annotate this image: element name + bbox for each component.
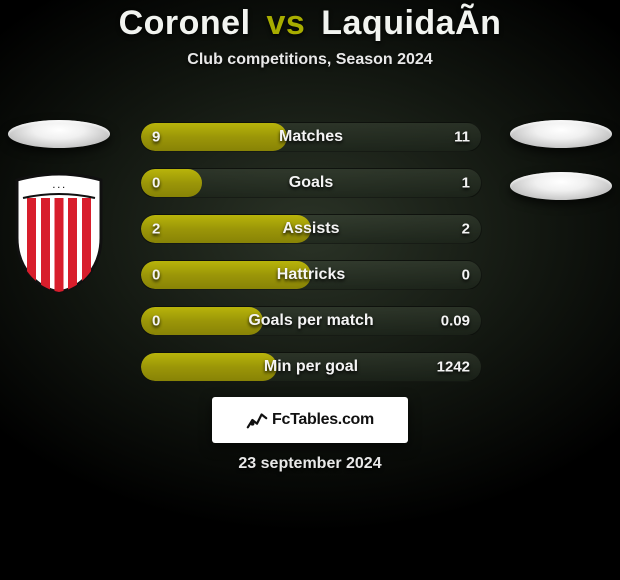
comparison-title: Coronel vs LaquidaÃ­n bbox=[119, 4, 502, 43]
competition-subtitle: Club competitions, Season 2024 bbox=[187, 51, 432, 69]
player2-name: LaquidaÃ­n bbox=[321, 4, 501, 42]
player1-name: Coronel bbox=[119, 4, 251, 42]
vs-text: vs bbox=[266, 4, 305, 42]
